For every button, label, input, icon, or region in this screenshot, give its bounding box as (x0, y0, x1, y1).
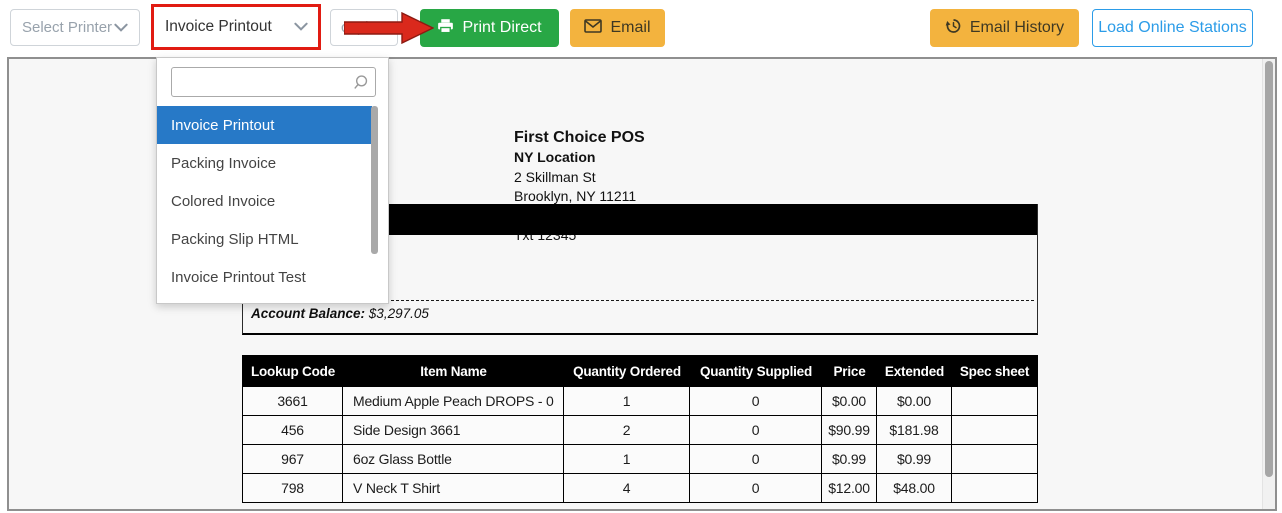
table-cell (952, 415, 1037, 444)
table-cell: Medium Apple Peach DROPS - 0 (343, 386, 564, 415)
dropdown-option-colored-invoice[interactable]: Colored Invoice (171, 192, 276, 210)
scrollbar-thumb[interactable] (1265, 61, 1273, 477)
table-cell: 967 (243, 444, 343, 473)
printer-icon (437, 18, 454, 39)
invoice-type-dropdown-trigger[interactable]: Invoice Printout (154, 7, 318, 47)
load-online-stations-label: Load Online Stations (1098, 19, 1247, 36)
annotation-highlight-box: Invoice Printout (151, 4, 321, 50)
account-balance: Account Balance: $3,297.05 (251, 306, 429, 321)
dropdown-search-input[interactable] (172, 68, 375, 96)
print-direct-label: Print Direct (462, 19, 542, 36)
table-cell: 0 (690, 386, 822, 415)
address-line2: Brooklyn, NY 11211 (514, 188, 637, 205)
email-history-label: Email History (969, 19, 1065, 36)
header-item-name: Item Name (343, 356, 564, 386)
email-label: Email (610, 19, 651, 36)
table-header-row: Lookup Code Item Name Quantity Ordered Q… (243, 356, 1037, 386)
chevron-down-icon (114, 19, 128, 36)
invoice-type-value: Invoice Printout (165, 18, 272, 35)
table-cell: 456 (243, 415, 343, 444)
dropdown-option-packing-invoice[interactable]: Packing Invoice (171, 154, 277, 172)
copies-input[interactable] (330, 9, 398, 46)
dropdown-option-packing-slip-html[interactable]: Packing Slip HTML (171, 230, 299, 248)
header-price: Price (822, 356, 877, 386)
table-row: 456 Side Design 3661 2 0 $90.99 $181.98 (243, 415, 1037, 444)
header-quantity-ordered: Quantity Ordered (564, 356, 690, 386)
table-cell (952, 444, 1037, 473)
table-cell: 6oz Glass Bottle (343, 444, 564, 473)
table-row: 967 6oz Glass Bottle 1 0 $0.99 $0.99 (243, 444, 1037, 473)
print-direct-button[interactable]: Print Direct (420, 9, 559, 47)
dropdown-options-list: Invoice Printout Packing Invoice Colored… (157, 106, 372, 296)
location-name: NY Location (514, 149, 596, 165)
header-extended: Extended (877, 356, 952, 386)
load-online-stations-button[interactable]: Load Online Stations (1092, 9, 1253, 47)
table-cell: 3661 (243, 386, 343, 415)
table-cell: $0.00 (877, 386, 952, 415)
table-cell: $0.00 (822, 386, 877, 415)
select-printer-placeholder: Select Printer (22, 19, 113, 36)
table-cell: V Neck T Shirt (343, 473, 564, 502)
invoice-type-dropdown: Invoice Printout Packing Invoice Colored… (156, 57, 389, 304)
table-row: 798 V Neck T Shirt 4 0 $12.00 $48.00 (243, 473, 1037, 502)
table-cell (952, 473, 1037, 502)
history-icon (945, 17, 962, 39)
email-history-button[interactable]: Email History (930, 9, 1079, 47)
table-cell: $0.99 (877, 444, 952, 473)
table-cell: $90.99 (822, 415, 877, 444)
balance-divider (246, 300, 1034, 301)
header-quantity-supplied: Quantity Supplied (690, 356, 822, 386)
email-button[interactable]: Email (570, 9, 665, 47)
table-cell: 1 (564, 386, 690, 415)
table-cell: Side Design 3661 (343, 415, 564, 444)
account-balance-label: Account Balance: (251, 306, 366, 321)
header-lookup-code: Lookup Code (243, 356, 343, 386)
header-spec-sheet: Spec sheet (952, 356, 1037, 386)
toolbar: Select Printer Invoice Printout Print Di… (0, 0, 1282, 57)
select-printer-dropdown[interactable]: Select Printer (10, 9, 140, 46)
table-cell: 798 (243, 473, 343, 502)
chevron-down-icon (294, 18, 308, 36)
table-cell: $181.98 (877, 415, 952, 444)
items-table: Lookup Code Item Name Quantity Ordered Q… (242, 355, 1038, 503)
vertical-scrollbar[interactable] (1262, 59, 1275, 509)
table-cell: 0 (690, 415, 822, 444)
store-name: First Choice POS (514, 129, 645, 146)
table-cell: 4 (564, 473, 690, 502)
table-cell: 2 (564, 415, 690, 444)
table-cell: 0 (690, 473, 822, 502)
table-cell: $12.00 (822, 473, 877, 502)
table-cell: 1 (564, 444, 690, 473)
dropdown-search-box (171, 67, 376, 97)
dropdown-option-invoice-printout-test[interactable]: Invoice Printout Test (171, 268, 306, 286)
table-cell (952, 386, 1037, 415)
table-cell: $48.00 (877, 473, 952, 502)
dropdown-option-invoice-printout[interactable]: Invoice Printout (157, 106, 372, 144)
table-cell: 0 (690, 444, 822, 473)
envelope-icon (584, 18, 603, 38)
address-line1: 2 Skillman St (514, 168, 596, 185)
dropdown-scrollbar-thumb[interactable] (371, 106, 378, 254)
table-row: 3661 Medium Apple Peach DROPS - 0 1 0 $0… (243, 386, 1037, 415)
table-cell: $0.99 (822, 444, 877, 473)
account-balance-value: $3,297.05 (368, 306, 429, 321)
